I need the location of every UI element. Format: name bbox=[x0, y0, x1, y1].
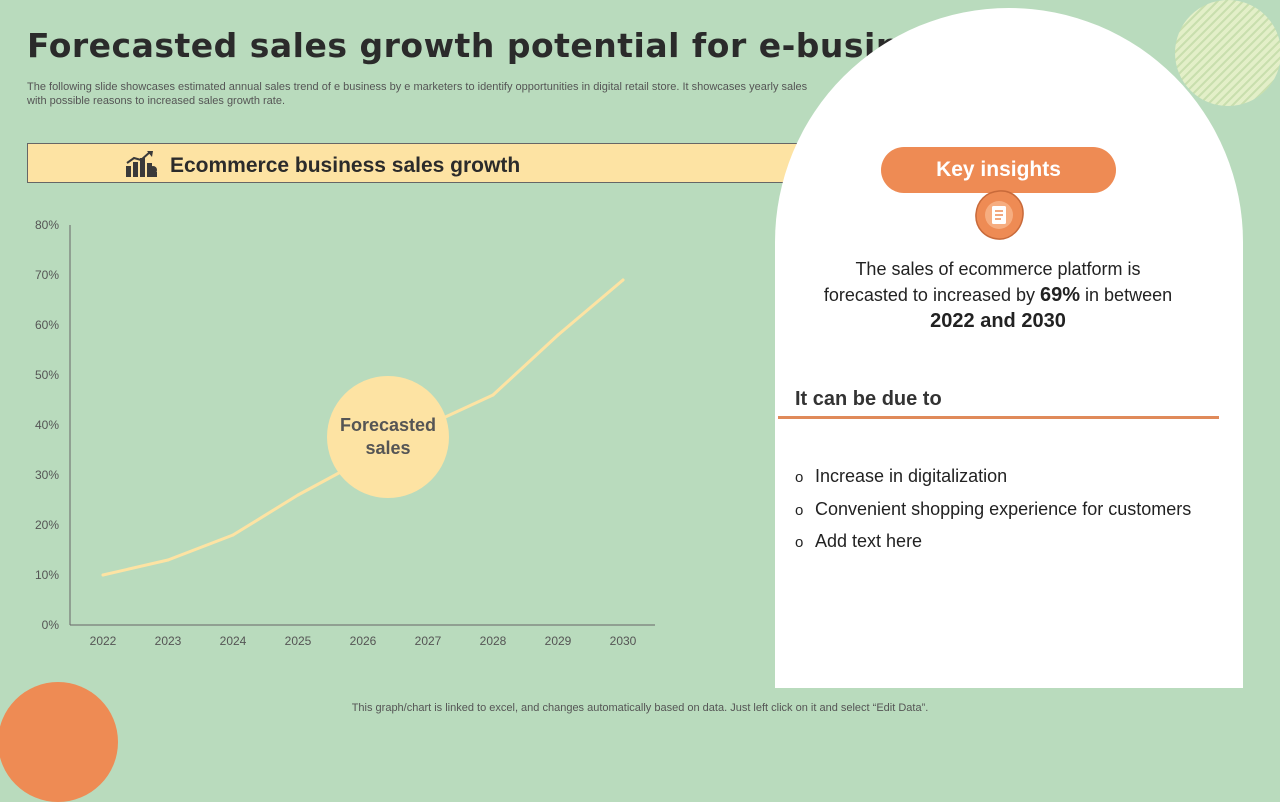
y-tick-label: 50% bbox=[35, 368, 59, 382]
x-tick-label: 2022 bbox=[90, 634, 117, 648]
y-tick-label: 70% bbox=[35, 268, 59, 282]
data-point bbox=[166, 558, 170, 562]
x-axis: 2022 2023 2024 2025 2026 2027 2028 2029 2030 bbox=[70, 624, 655, 648]
y-tick-label: 0% bbox=[42, 618, 60, 632]
forecasted-sales-annotation: Forecasted sales bbox=[327, 376, 449, 498]
list-item: o Add text here bbox=[795, 531, 1191, 553]
x-tick-label: 2030 bbox=[610, 634, 637, 648]
chart-banner: Ecommerce business sales growth bbox=[27, 143, 817, 183]
data-point bbox=[556, 333, 560, 337]
x-tick-label: 2027 bbox=[415, 634, 442, 648]
x-tick-label: 2024 bbox=[220, 634, 247, 648]
y-tick-label: 40% bbox=[35, 418, 59, 432]
y-tick-label: 60% bbox=[35, 318, 59, 332]
data-point bbox=[296, 493, 300, 497]
bullet-icon: o bbox=[795, 469, 804, 486]
x-tick-label: 2029 bbox=[545, 634, 572, 648]
document-icon bbox=[975, 190, 1024, 240]
reasons-divider bbox=[778, 416, 1219, 419]
y-tick-label: 10% bbox=[35, 568, 59, 582]
y-tick-label: 80% bbox=[35, 218, 59, 232]
insight-summary: The sales of ecommerce platform is forec… bbox=[820, 256, 1176, 334]
list-item: o Increase in digitalization bbox=[795, 466, 1191, 488]
sales-line-chart: 0%10%20%30%40%50%60%70%80% 2022 2023 2024 2… bbox=[35, 218, 655, 648]
decorative-orange-circle bbox=[0, 682, 118, 802]
x-tick-label: 2025 bbox=[285, 634, 312, 648]
bullet-icon: o bbox=[795, 534, 804, 551]
bullet-icon: o bbox=[795, 501, 804, 519]
reason-text: Add text here bbox=[815, 531, 923, 551]
insight-text-part1: The sales of ecommerce platform is forec… bbox=[823, 259, 1141, 305]
key-insights-button[interactable]: Key insights bbox=[881, 147, 1116, 193]
page-title: Forecasted sales growth potential for e-… bbox=[27, 26, 964, 65]
insight-percent: 69% bbox=[1040, 284, 1081, 306]
bar-chart-growth-icon bbox=[126, 151, 157, 177]
reason-text: Increase in digitalization bbox=[815, 466, 1008, 486]
x-tick-label: 2026 bbox=[350, 634, 377, 648]
y-axis: 0% 10% 20% 30% 40% 50% 60% 70% 80% bbox=[35, 218, 71, 632]
insights-panel bbox=[775, 8, 1243, 688]
y-tick-label: 20% bbox=[35, 518, 59, 532]
data-point bbox=[101, 573, 105, 577]
data-point bbox=[621, 278, 625, 282]
reason-text: Convenient shopping experience for custo… bbox=[815, 498, 1192, 519]
footer-note: This graph/chart is linked to excel, and… bbox=[351, 702, 929, 714]
reasons-heading: It can be due to bbox=[795, 388, 942, 410]
page-subtitle: The following slide showcases estimated … bbox=[27, 81, 808, 107]
decorative-striped-circle bbox=[1175, 0, 1280, 106]
chart-banner-label: Ecommerce business sales growth bbox=[170, 154, 521, 177]
data-point bbox=[231, 533, 235, 537]
x-tick-label: 2028 bbox=[480, 634, 507, 648]
y-tick-label: 30% bbox=[35, 468, 59, 482]
data-point bbox=[491, 393, 495, 397]
list-item: o Convenient shopping experience for cust… bbox=[795, 499, 1191, 521]
insight-text-part2: in between bbox=[1080, 285, 1173, 305]
insight-years: 2022 and 2030 bbox=[930, 310, 1066, 332]
reasons-list: o Increase in digitalization o Convenient … bbox=[795, 466, 1191, 564]
x-tick-label: 2023 bbox=[155, 634, 182, 648]
